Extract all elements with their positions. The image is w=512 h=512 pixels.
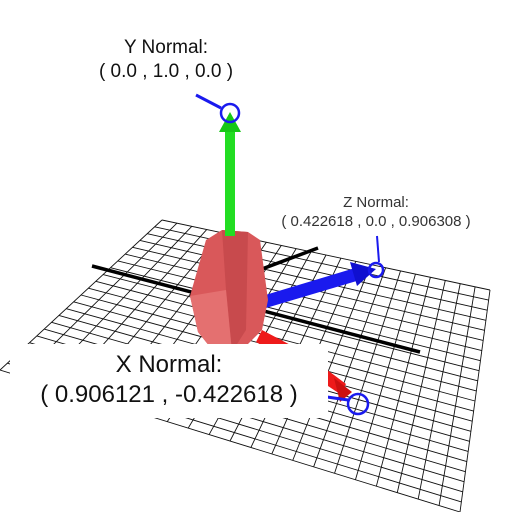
object-shape <box>190 230 268 352</box>
z-normal-value: ( 0.422618 , 0.0 , 0.906308 ) <box>281 212 471 230</box>
z-normal-handle[interactable] <box>367 261 385 279</box>
y-normal-arrow[interactable] <box>195 93 241 236</box>
y-normal-title: Y Normal: <box>123 37 209 58</box>
grid-line <box>396 280 446 493</box>
x-normal-label-box <box>10 344 328 418</box>
grid-line <box>417 283 461 500</box>
y-normal-label: Y Normal: ( 0.0 , 1.0 , 0.0 ) <box>76 36 256 84</box>
x-normal-handle[interactable] <box>346 392 370 416</box>
grid-line <box>438 286 476 506</box>
grid-line <box>292 264 372 461</box>
grid-line <box>334 270 401 474</box>
grid-line <box>459 289 491 512</box>
y-normal-handle[interactable] <box>219 102 241 124</box>
z-normal-title: Z Normal: <box>343 194 409 211</box>
y-normal-value: ( 0.0 , 1.0 , 0.0 ) <box>98 60 234 82</box>
grid-line <box>313 267 387 467</box>
x-normal-title: X Normal: <box>115 351 223 378</box>
z-normal-label: Z Normal: ( 0.422618 , 0.0 , 0.906308 ) <box>252 194 500 232</box>
grid-line <box>355 273 416 480</box>
x-normal-label: X Normal: ( 0.906121 , -0.422618 ) <box>10 350 328 410</box>
grid-line <box>375 277 431 487</box>
z-normal-arrow[interactable] <box>262 235 385 308</box>
x-normal-value: ( 0.906121 , -0.422618 ) <box>40 381 298 408</box>
